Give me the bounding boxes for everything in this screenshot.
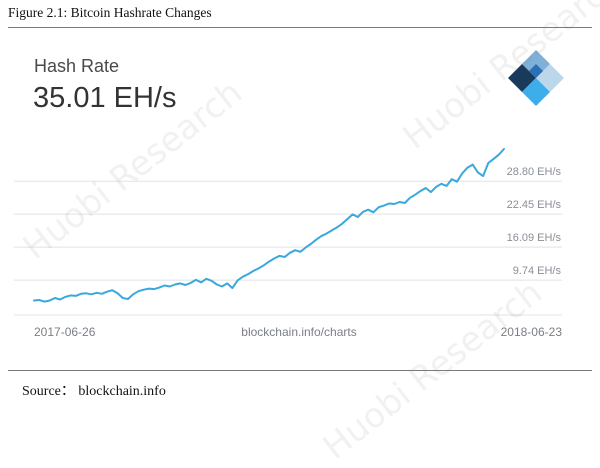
source-note: Source： blockchain.info xyxy=(22,384,166,399)
hashrate-chart: 9.74 EH/s 16.09 EH/s 22.45 EH/s 28.80 EH/s 2… xyxy=(14,148,563,339)
y-tick-label: 22.45 EH/s xyxy=(507,199,562,211)
bottom-divider xyxy=(8,370,592,371)
hashrate-card: Hash Rate 35.01 EH/s 9.74 EH/s 16.09 EH/s… xyxy=(14,38,586,358)
y-tick-label: 9.74 EH/s xyxy=(513,265,562,277)
top-divider xyxy=(8,27,592,28)
x-center-label: blockchain.info/charts xyxy=(241,325,356,339)
y-tick-label: 16.09 EH/s xyxy=(507,232,562,244)
metric-title: Hash Rate xyxy=(34,56,120,76)
y-tick-label: 28.80 EH/s xyxy=(507,166,562,178)
metric-value: 35.01 EH/s xyxy=(33,82,177,114)
logo-cube-center xyxy=(529,64,543,78)
x-start-label: 2017-06-26 xyxy=(34,325,96,339)
x-end-label: 2018-06-23 xyxy=(501,325,563,339)
logo-cube-bottom xyxy=(522,78,550,106)
hashrate-series-line xyxy=(33,148,505,303)
blockchain-logo-icon xyxy=(508,50,564,106)
figure-caption: Figure 2.1: Bitcoin Hashrate Changes xyxy=(8,5,212,20)
